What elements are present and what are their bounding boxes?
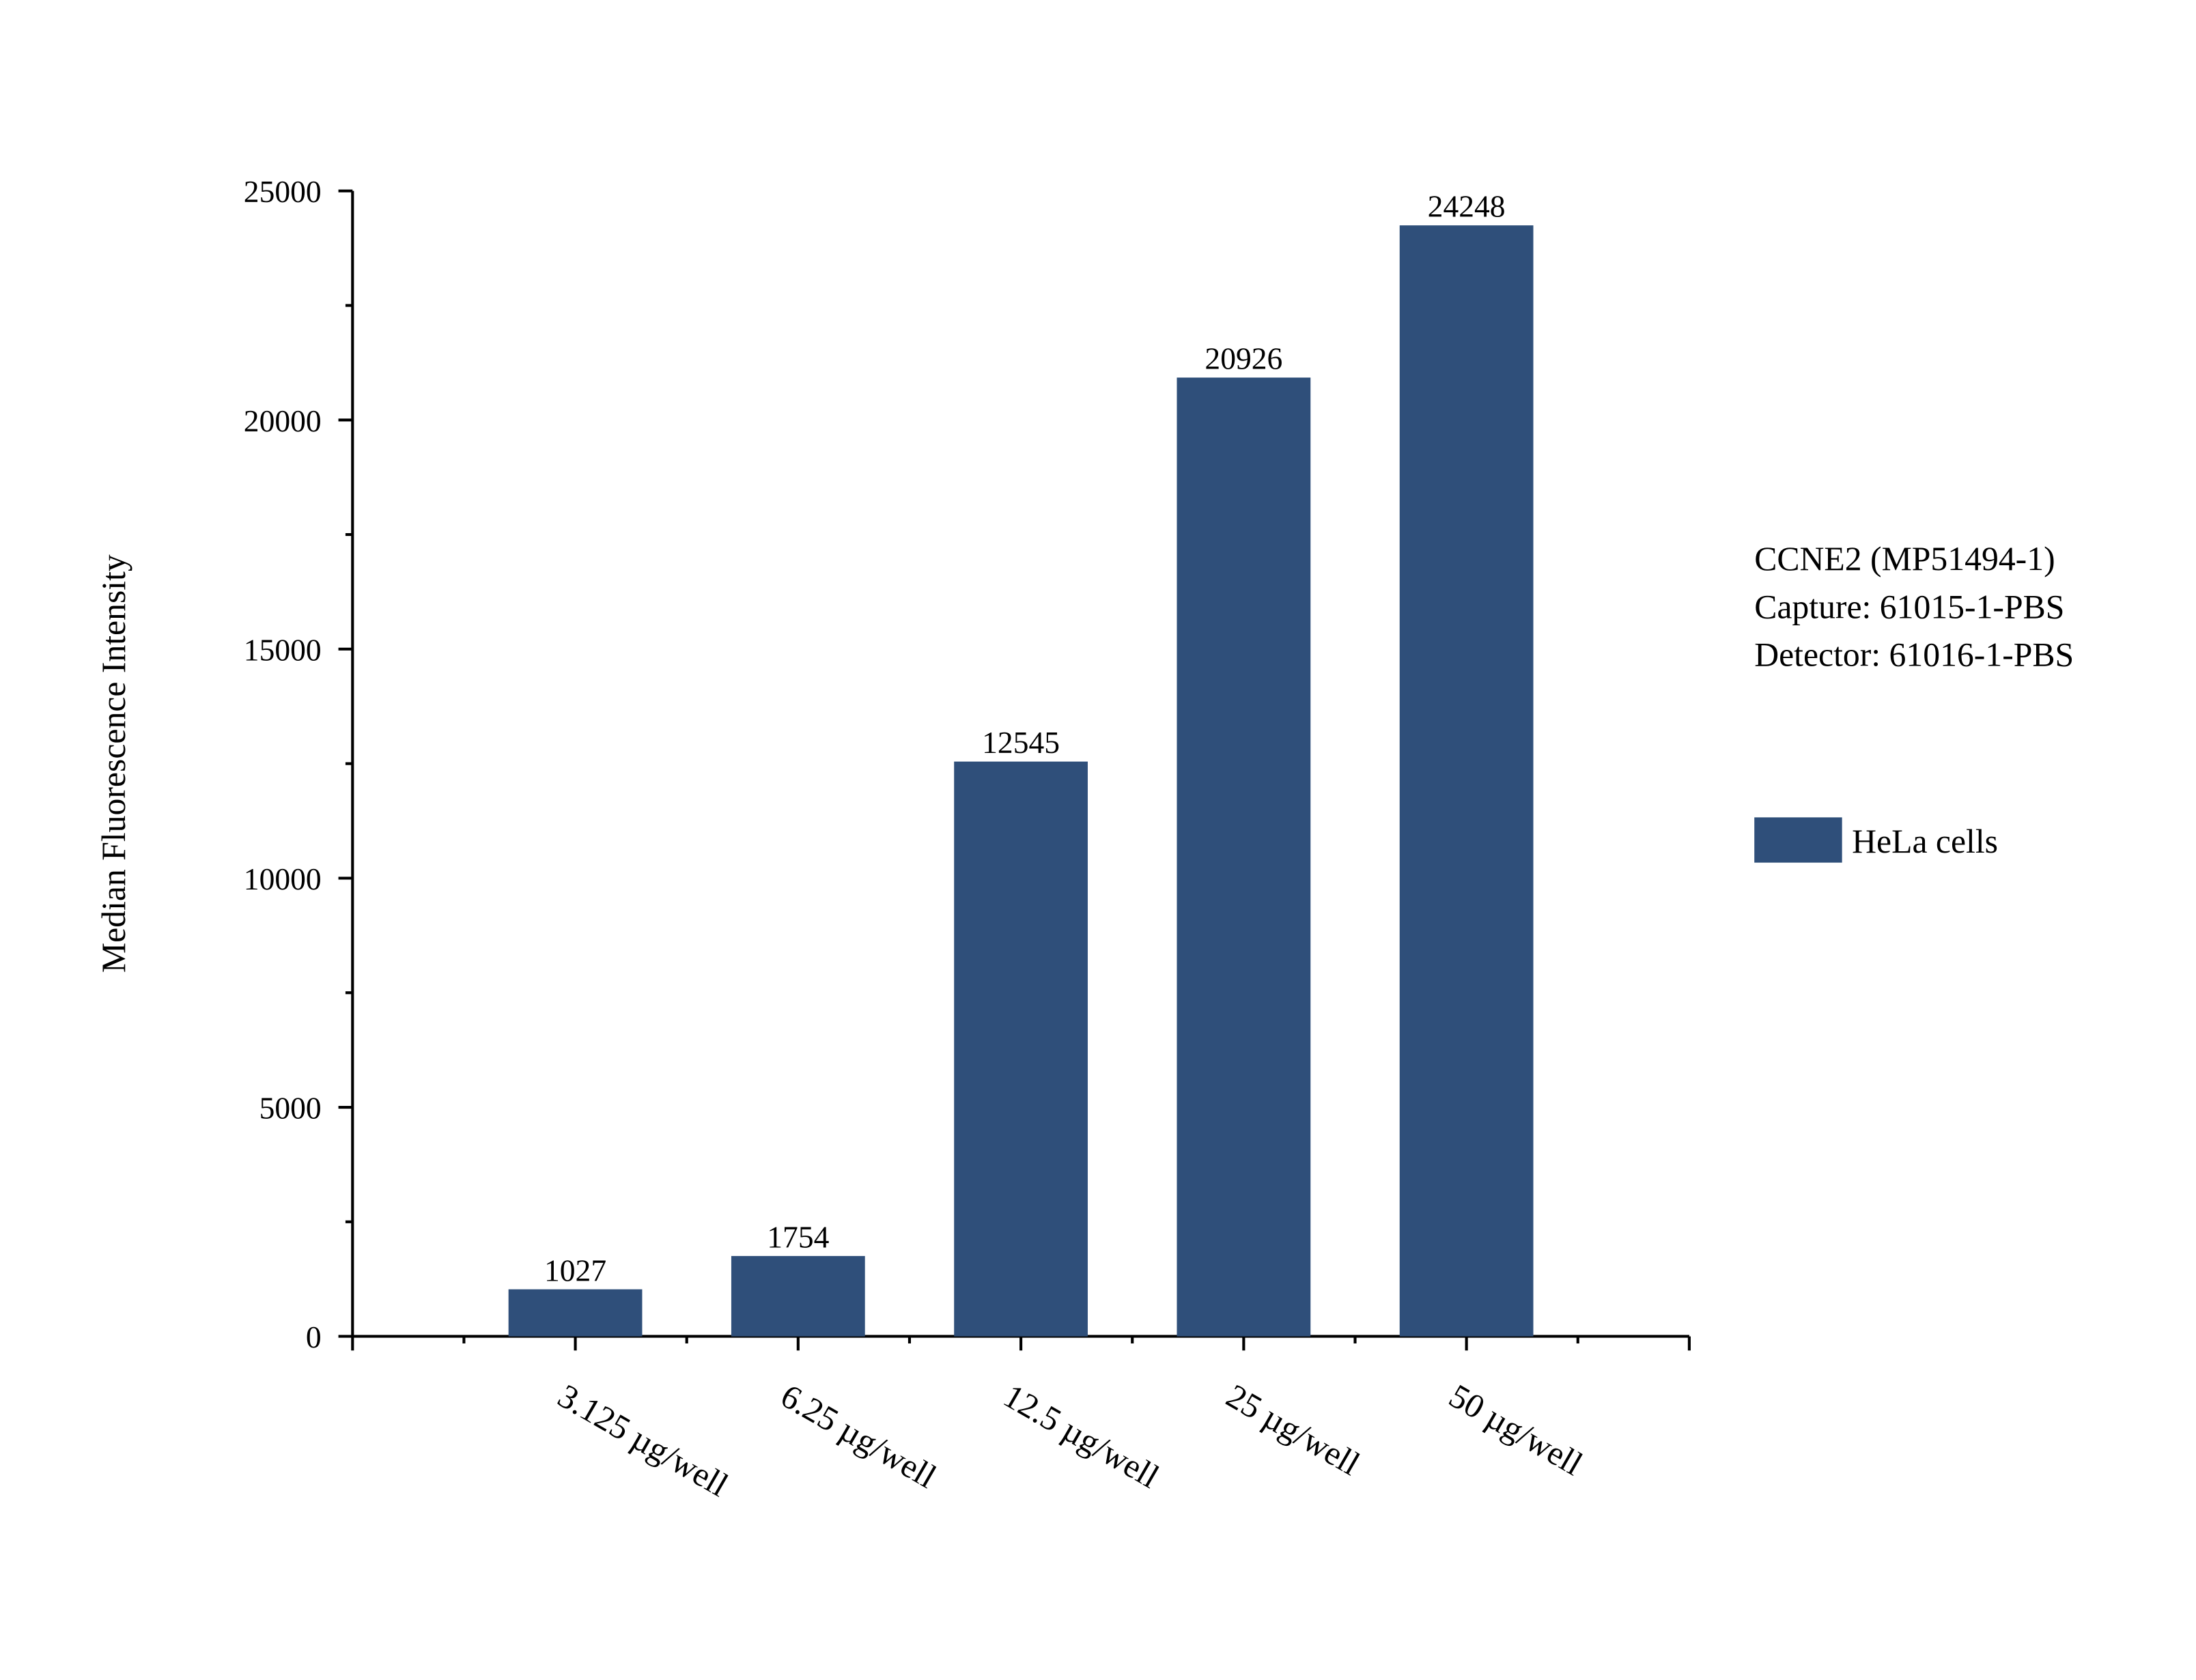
annotation: Detector: 61016-1-PBS	[1754, 636, 2074, 674]
value-label: 20926	[1205, 341, 1282, 376]
bar	[731, 1255, 865, 1337]
bar	[508, 1289, 643, 1337]
bar	[954, 761, 1088, 1337]
value-label: 24248	[1428, 189, 1506, 224]
y-tick-label: 20000	[244, 403, 322, 438]
y-axis-label: Median Fluorescence Intensity	[95, 554, 132, 973]
value-label: 1754	[767, 1219, 829, 1254]
value-label: 12545	[982, 725, 1060, 760]
y-tick-label: 5000	[259, 1091, 322, 1126]
bar	[1399, 225, 1534, 1337]
bar	[1177, 378, 1311, 1337]
annotation: CCNE2 (MP51494-1)	[1754, 540, 2055, 578]
y-tick-label: 10000	[244, 862, 322, 896]
y-tick-label: 25000	[244, 174, 322, 209]
y-tick-label: 0	[306, 1320, 322, 1354]
legend-label: HeLa cells	[1852, 823, 1998, 860]
y-tick-label: 15000	[244, 632, 322, 667]
value-label: 1027	[544, 1253, 606, 1287]
annotation: Capture: 61015-1-PBS	[1754, 588, 2064, 625]
legend-swatch	[1754, 817, 1842, 863]
